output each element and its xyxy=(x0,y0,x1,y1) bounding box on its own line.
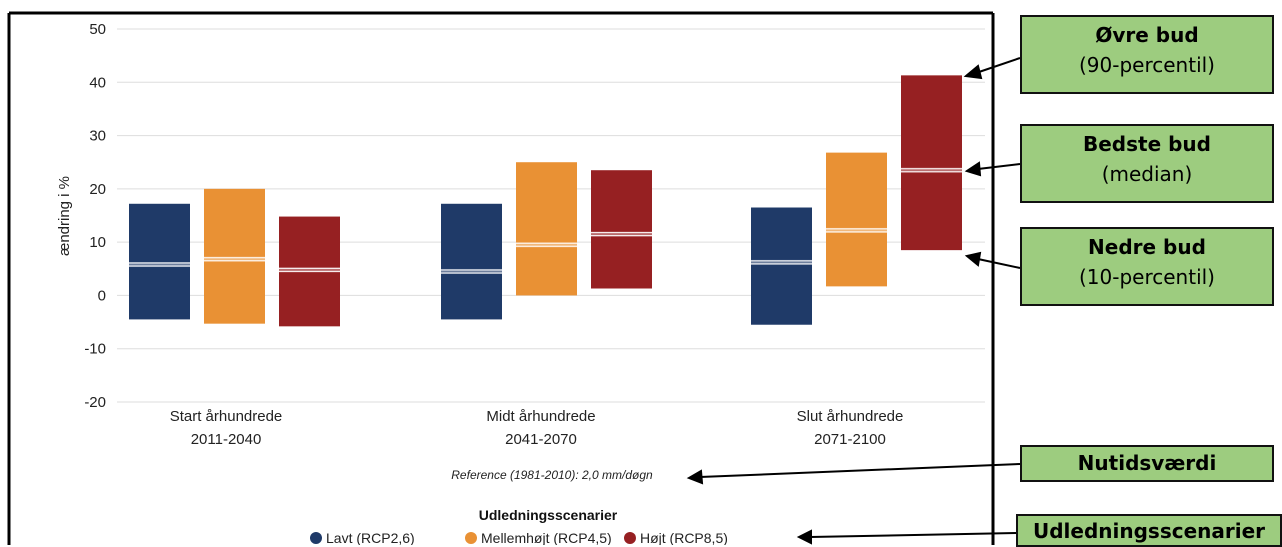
callout-best-sub: (median) xyxy=(1101,162,1193,186)
legend: Lavt (RCP2,6) Mellemhøjt (RCP4,5) Højt (RC… xyxy=(310,530,728,545)
callout-lower-sub: (10-percentil) xyxy=(1079,265,1215,289)
median-band xyxy=(129,262,190,268)
arrow-scenarios-head xyxy=(796,529,812,545)
x-tick-label: Midt århundrede xyxy=(486,408,595,425)
median-band xyxy=(826,227,887,233)
y-tick-label: -10 xyxy=(84,341,106,358)
legend-marker xyxy=(310,532,322,544)
x-tick-label: Slut århundrede xyxy=(797,408,904,425)
legend-title: Udledningsscenarier xyxy=(479,507,618,523)
chart-panel xyxy=(7,11,995,545)
callout-upper-sub: (90-percentil) xyxy=(1079,53,1215,77)
callout-present-title: Nutidsværdi xyxy=(1077,451,1217,475)
legend-marker xyxy=(465,532,477,544)
arrow-median-head xyxy=(964,161,982,177)
y-axis-label: ændring i % xyxy=(56,176,73,256)
y-axis-ticks: 50 40 30 20 10 0 -10 -20 xyxy=(84,21,106,411)
arrow-scenarios xyxy=(809,532,1017,538)
arrow-median xyxy=(977,163,1021,170)
callout-lower-estimate: Nedre bud (10-percentil) xyxy=(1020,227,1274,306)
range-bar xyxy=(516,162,577,296)
median-band xyxy=(901,167,962,173)
range-bar xyxy=(591,170,652,289)
callout-arrows xyxy=(686,57,1021,545)
bars xyxy=(129,75,962,327)
y-tick-label: 50 xyxy=(89,21,106,38)
y-tick-label: 10 xyxy=(89,234,106,251)
legend-label: Højt (RCP8,5) xyxy=(640,530,728,545)
callout-best-estimate: Bedste bud (median) xyxy=(1020,124,1274,203)
callout-upper-title: Øvre bud xyxy=(1095,23,1199,47)
y-tick-label: -20 xyxy=(84,394,106,411)
callout-scenarios: Udledningsscenarier xyxy=(1016,514,1282,547)
range-bar xyxy=(751,207,812,325)
median-band xyxy=(591,231,652,237)
y-tick-label: 40 xyxy=(89,74,106,91)
y-tick-label: 0 xyxy=(98,287,106,304)
y-tick-label: 20 xyxy=(89,181,106,198)
range-bar xyxy=(441,203,502,320)
median-band xyxy=(441,268,502,274)
arrow-upper-head xyxy=(963,64,983,80)
arrow-lower-head xyxy=(964,251,982,267)
y-tick-label: 30 xyxy=(89,128,106,145)
callout-upper-estimate: Øvre bud (90-percentil) xyxy=(1020,15,1274,94)
arrow-lower xyxy=(977,258,1021,269)
callout-present-value: Nutidsværdi xyxy=(1020,445,1274,482)
range-bar xyxy=(204,188,265,324)
callout-best-title: Bedste bud xyxy=(1083,132,1211,156)
callout-scenarios-title: Udledningsscenarier xyxy=(1032,519,1266,543)
range-bar xyxy=(129,203,190,320)
range-bar xyxy=(901,75,962,251)
legend-label: Lavt (RCP2,6) xyxy=(326,530,415,545)
x-tick-label: 2071-2100 xyxy=(814,431,886,448)
x-tick-label: 2011-2040 xyxy=(191,431,262,448)
x-tick-label: 2041-2070 xyxy=(505,431,577,448)
arrow-upper xyxy=(975,57,1021,74)
arrow-present-head xyxy=(686,469,704,485)
median-band xyxy=(516,242,577,248)
reference-note: Reference (1981-2010): 2,0 mm/døgn xyxy=(451,468,653,482)
median-band xyxy=(204,256,265,262)
median-band xyxy=(751,259,812,265)
median-band xyxy=(279,267,340,273)
legend-label: Mellemhøjt (RCP4,5) xyxy=(481,530,612,545)
callout-lower-title: Nedre bud xyxy=(1088,235,1206,259)
x-axis-labels: Start århundrede 2011-2040 Midt århundrede… xyxy=(170,408,904,448)
arrow-present xyxy=(699,463,1021,478)
x-tick-label: Start århundrede xyxy=(170,408,283,425)
legend-marker xyxy=(624,532,636,544)
range-bar xyxy=(826,152,887,287)
